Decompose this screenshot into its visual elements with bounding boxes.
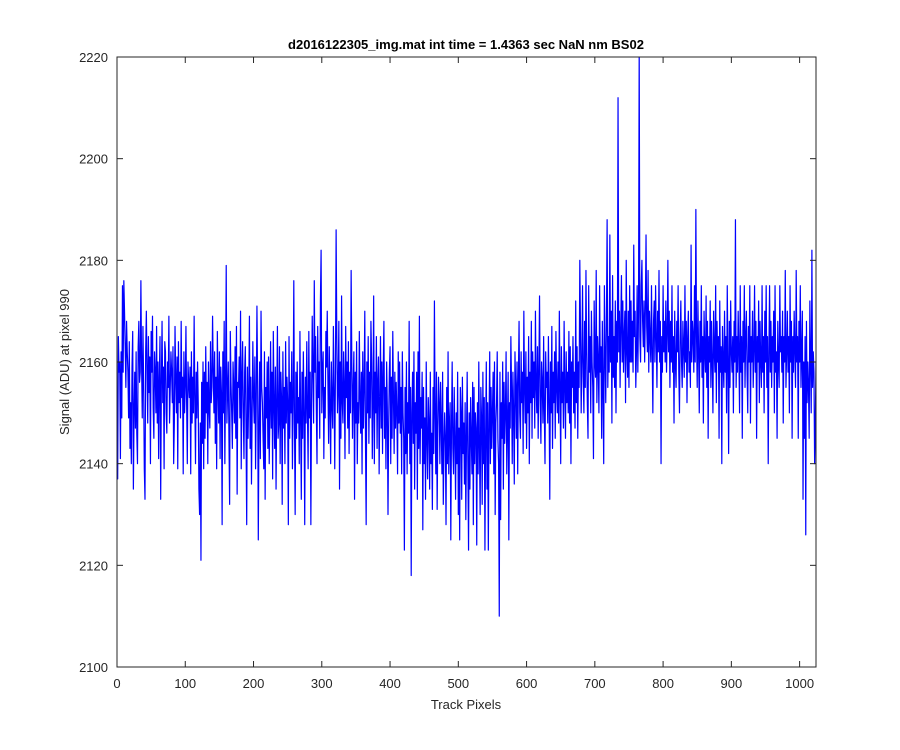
x-axis-label: Track Pixels [431, 697, 502, 712]
y-tick-label: 2140 [79, 457, 108, 472]
x-tick-label: 300 [311, 676, 333, 691]
x-tick-label: 200 [243, 676, 265, 691]
x-tick-label: 100 [174, 676, 196, 691]
y-tick-label: 2100 [79, 660, 108, 675]
y-tick-label: 2120 [79, 558, 108, 573]
x-axis: 0 100 200 300 400 500 600 700 800 900 1000 [113, 57, 814, 691]
y-axis-label: Signal (ADU) at pixel 990 [57, 289, 72, 435]
series-line-0 [117, 57, 816, 617]
x-tick-label: 1000 [785, 676, 814, 691]
y-tick-label: 2160 [79, 355, 108, 370]
x-tick-label: 600 [516, 676, 538, 691]
chart-title: d2016122305_img.mat int time = 1.4363 se… [288, 37, 644, 52]
y-tick-label: 2200 [79, 152, 108, 167]
x-tick-label: 800 [652, 676, 674, 691]
x-tick-label: 0 [113, 676, 120, 691]
x-tick-label: 400 [379, 676, 401, 691]
x-tick-label: 900 [721, 676, 743, 691]
x-tick-label: 500 [447, 676, 469, 691]
x-tick-label: 700 [584, 676, 606, 691]
series-group [117, 57, 816, 617]
y-tick-label: 2220 [79, 50, 108, 65]
y-tick-label: 2180 [79, 253, 108, 268]
y-axis: 2100 2120 2140 2160 2180 2200 2220 [79, 50, 816, 675]
